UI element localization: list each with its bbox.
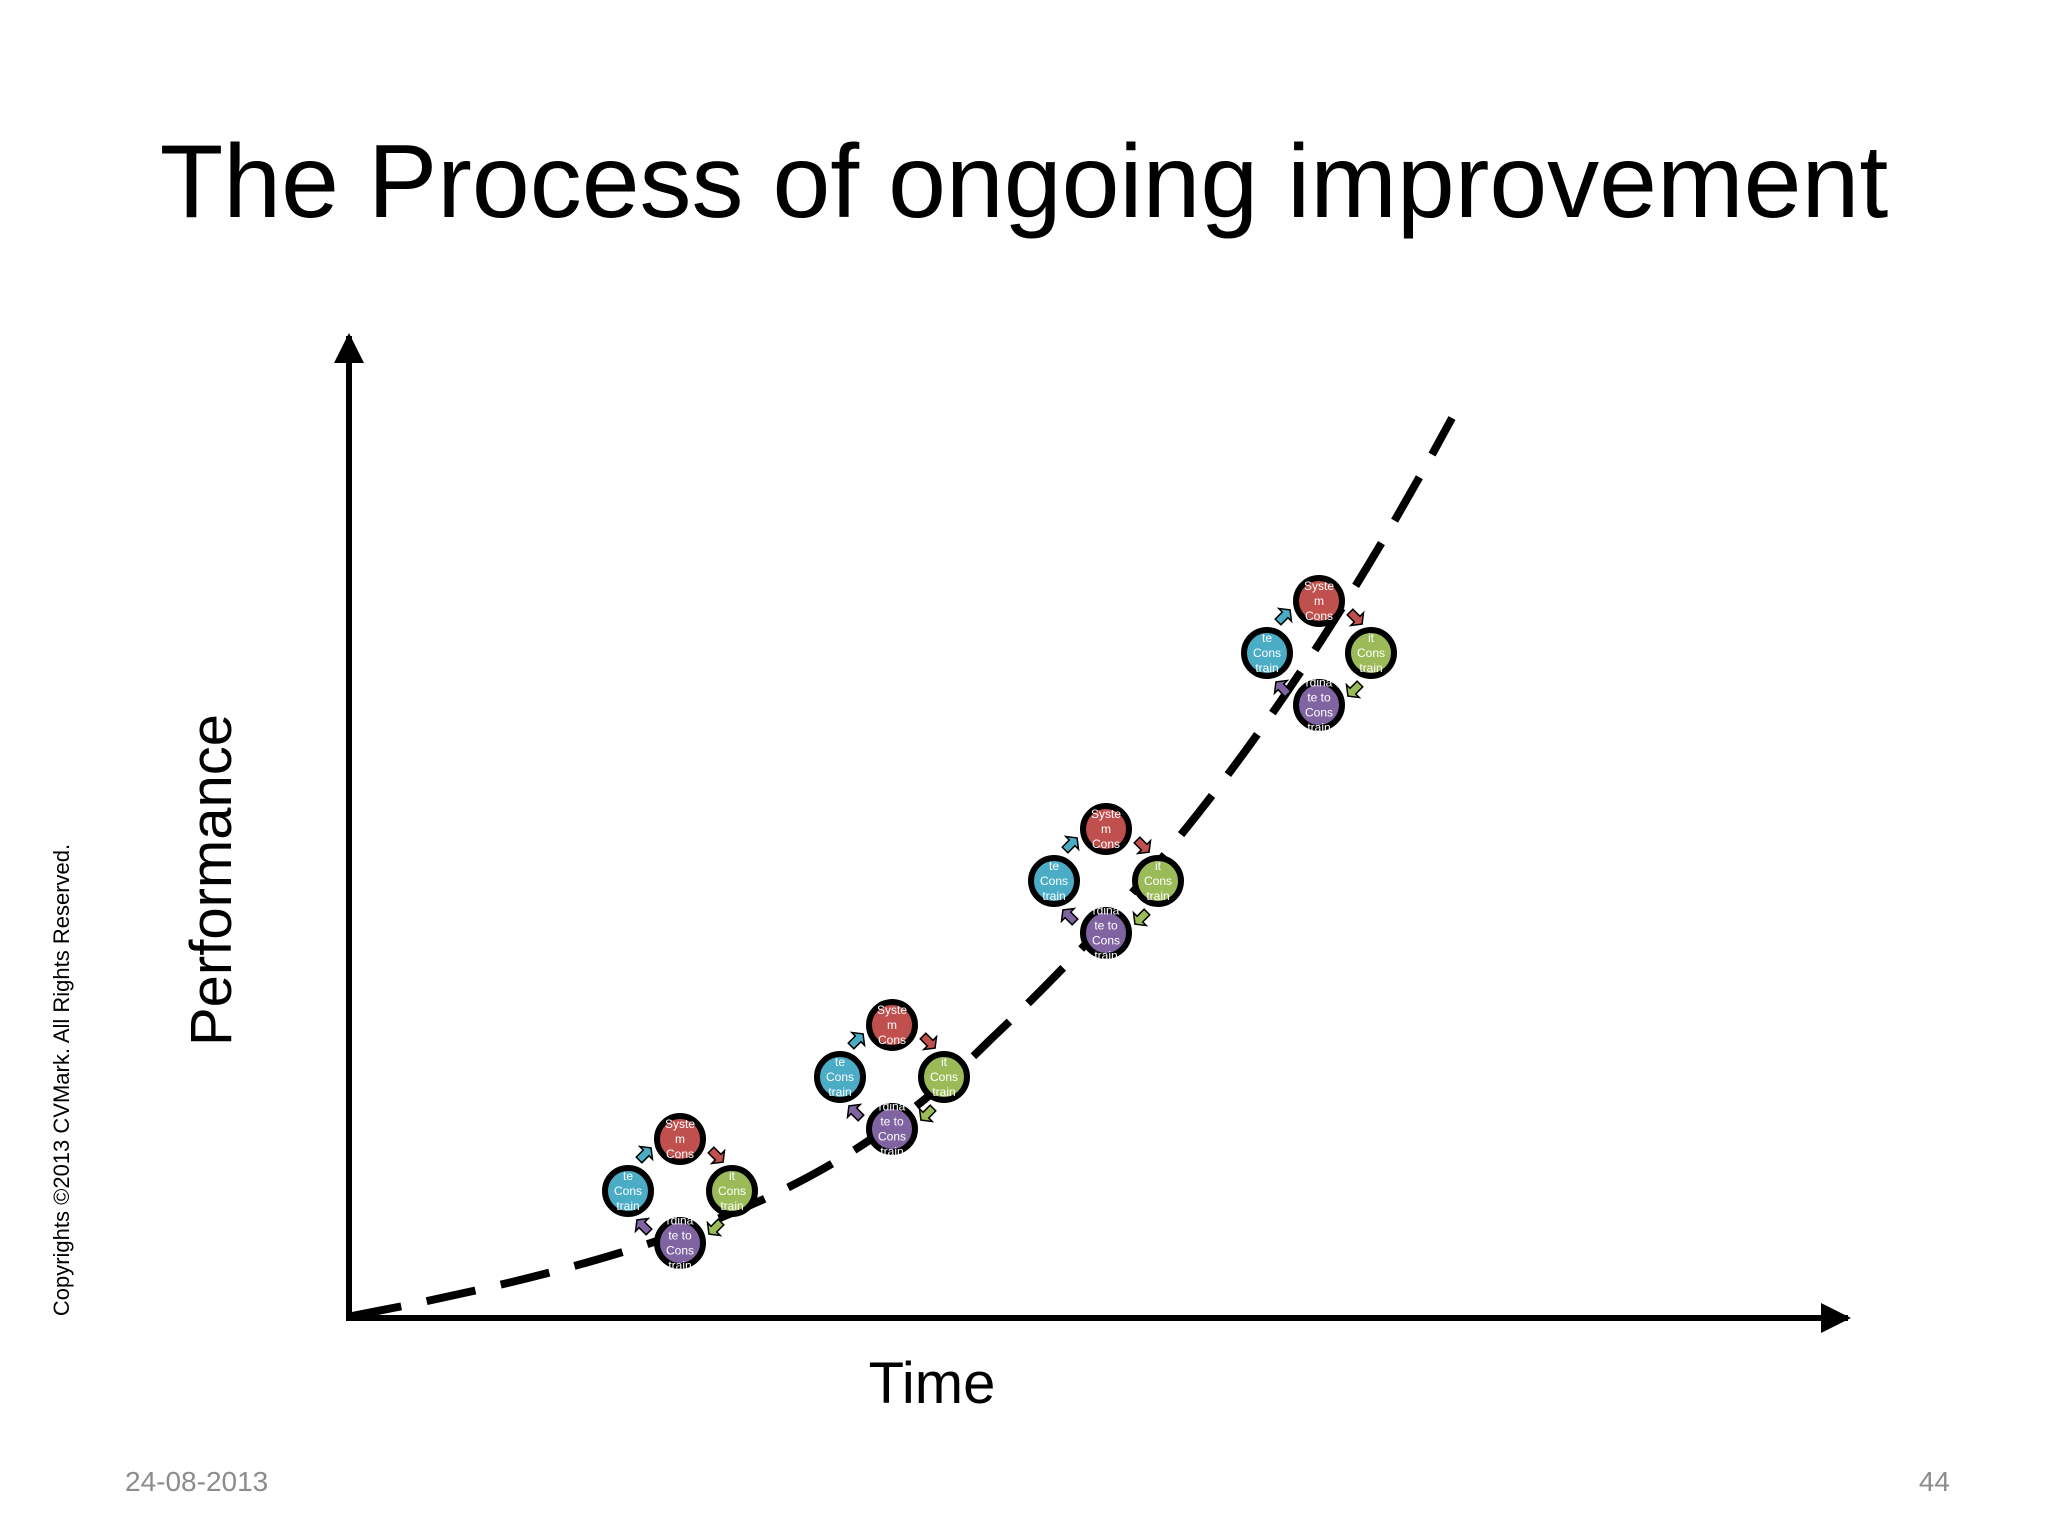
cycle-node-label: Cons [878, 1130, 906, 1144]
subordinate-node [1080, 907, 1132, 959]
cycle-node-label: te [1049, 859, 1059, 873]
cycle-node-label: Cons [666, 1147, 694, 1161]
cycle-node-label: Cons [1305, 706, 1333, 720]
cycle-node-label: train [1094, 949, 1117, 963]
cycle-arrow-icon [918, 1104, 937, 1123]
cycle-arrow-icon [847, 1031, 866, 1050]
cycle-arrow-icon [1060, 907, 1079, 926]
cycle-arrow-icon [1132, 908, 1151, 927]
cycle-arrow-icon [1133, 836, 1152, 855]
cycle-node-label: Cons [666, 1244, 694, 1258]
elevate-node [602, 1165, 654, 1217]
subordinate-node [1293, 679, 1345, 731]
cycle-node-label: it [1368, 631, 1375, 645]
x-axis-label: Time [868, 1351, 996, 1416]
cycle-arrow-icon [846, 1103, 865, 1122]
cycle-arrow-icon [1273, 679, 1292, 698]
cycle-node-label: train [828, 1085, 851, 1099]
cycle-node-label: train [720, 1199, 743, 1213]
cycle-node-label: Cons [1092, 837, 1120, 851]
cycle-node-label: m [1101, 822, 1111, 836]
cycle-node-label: train [1146, 889, 1169, 903]
cycle-arrow-icon [634, 1217, 653, 1236]
cycle-node-label: Cons [930, 1070, 958, 1084]
cycle-node-label: it [729, 1169, 736, 1183]
cycle-arrow-icon [1346, 608, 1365, 627]
cycle-node-label: Cons [718, 1184, 746, 1198]
cycle-node-label: it [941, 1055, 948, 1069]
cycle-node-label: te [835, 1055, 845, 1069]
cycle-node-label: Cons [1092, 934, 1120, 948]
cycle-node-label: Cons [1357, 646, 1385, 660]
cycle-node-label: train [668, 1259, 691, 1273]
cycle-node-label: Cons [1253, 646, 1281, 660]
cycle-node-label: Syste [877, 1003, 907, 1017]
subordinate-node [866, 1103, 918, 1155]
cycle-node-label: Cons [878, 1033, 906, 1047]
cycle-node-label: it [1155, 859, 1162, 873]
elevate-node [1241, 627, 1293, 679]
improvement-curve [351, 416, 1456, 1320]
cycle-node-label: rdina [879, 1100, 906, 1114]
cycle-node-label: rdina [667, 1214, 694, 1228]
cycle-node-label: train [1042, 889, 1065, 903]
cycle-node-label: m [887, 1018, 897, 1032]
cycle-node-label: te to [1307, 691, 1331, 705]
cycle-node-label: rdina [1093, 904, 1120, 918]
cycle-node-label: Syste [1091, 807, 1121, 821]
elevate-node [814, 1051, 866, 1103]
subordinate-node [654, 1217, 706, 1269]
cycle-node-label: Cons [1040, 874, 1068, 888]
slide-page-number: 44 [1918, 1466, 1950, 1497]
cycle-node-label: train [1307, 721, 1330, 735]
cycle-arrow-icon [707, 1146, 726, 1165]
elevate-node [1028, 855, 1080, 907]
exploit-node [1132, 855, 1184, 907]
cycle-node-label: m [1314, 594, 1324, 608]
cycle-node-label: te to [668, 1229, 692, 1243]
cycle-node-label: te [1262, 631, 1272, 645]
cycle-arrow-icon [1061, 835, 1080, 854]
cycle-arrow-icon [635, 1145, 654, 1164]
cycle-node-label: train [616, 1199, 639, 1213]
slide-title: The Process of ongoing improvement [159, 124, 1889, 240]
cycle-arrow-icon [1345, 680, 1364, 699]
cycle-node-label: train [932, 1085, 955, 1099]
identify-node [654, 1113, 706, 1165]
cycle-node-label: train [1255, 661, 1278, 675]
exploit-node [706, 1165, 758, 1217]
identify-node [1293, 575, 1345, 627]
cycle-node-label: Syste [1304, 579, 1334, 593]
cycle-node-label: Cons [1305, 609, 1333, 623]
cycle-node-label: Cons [1144, 874, 1172, 888]
cycle-node-label: m [675, 1132, 685, 1146]
cycle-arrow-icon [706, 1218, 725, 1237]
cycle-node-label: Cons [826, 1070, 854, 1084]
cycle-node-label: rdina [1306, 676, 1333, 690]
cycle-node-label: train [1359, 661, 1382, 675]
slide-date: 24-08-2013 [125, 1466, 269, 1497]
cycle-node-label: Syste [665, 1117, 695, 1131]
cycle-node-label: te to [1094, 919, 1118, 933]
cycle-node-label: te to [880, 1115, 904, 1129]
exploit-node [1345, 627, 1397, 679]
exploit-node [918, 1051, 970, 1103]
identify-node [1080, 803, 1132, 855]
cycle-node-label: Cons [614, 1184, 642, 1198]
cycle-arrow-icon [1274, 607, 1293, 626]
identify-node [866, 999, 918, 1051]
cycle-node-label: train [880, 1145, 903, 1159]
cycle-arrow-icon [919, 1032, 938, 1051]
cycle-node-label: te [623, 1169, 633, 1183]
